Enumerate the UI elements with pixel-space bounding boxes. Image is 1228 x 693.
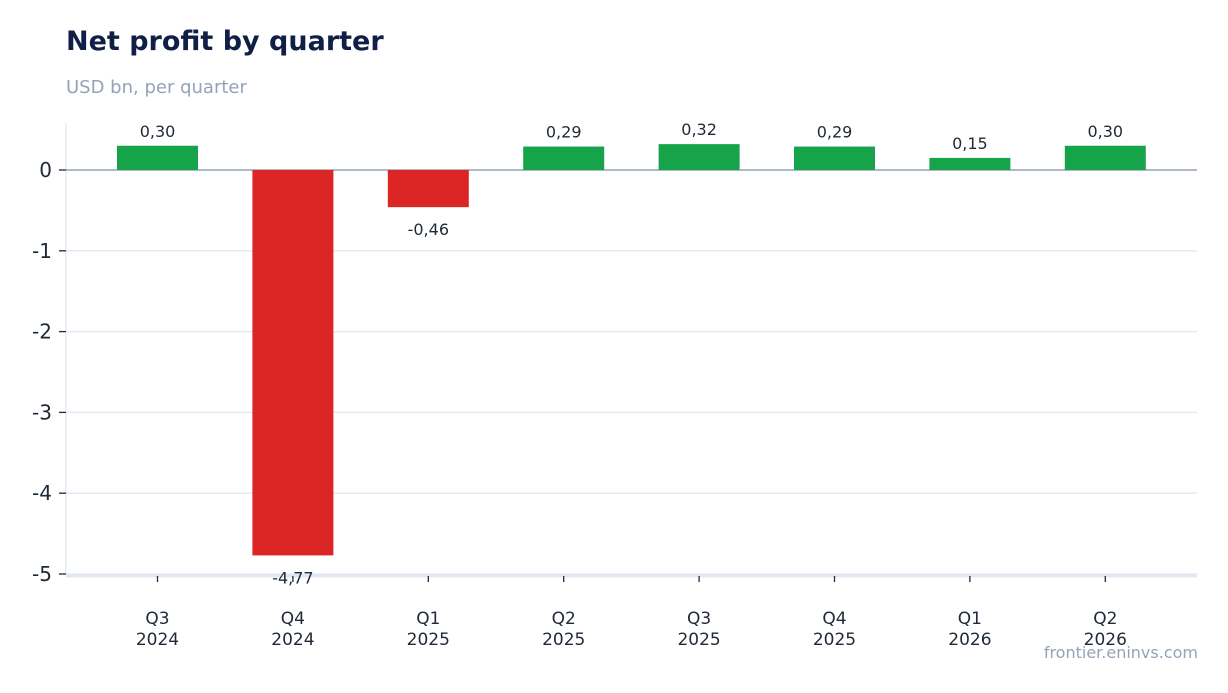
chart-title: Net profit by quarter bbox=[66, 26, 384, 57]
axes bbox=[65, 123, 1197, 578]
x-tick-label-year: 2025 bbox=[407, 630, 450, 650]
bar bbox=[523, 146, 605, 170]
chart-subtitle: USD bn, per quarter bbox=[66, 77, 247, 98]
source-credit: frontier.eninvs.com bbox=[1043, 643, 1198, 662]
y-tick-label: 0 bbox=[39, 158, 52, 182]
x-tick-label-quarter: Q2 bbox=[552, 609, 576, 629]
bars bbox=[117, 144, 1146, 556]
data-label: 0,15 bbox=[952, 134, 988, 153]
x-tick-label-year: 2026 bbox=[1084, 630, 1127, 650]
x-tick-label-quarter: Q3 bbox=[687, 609, 711, 629]
x-tick-label-year: 2025 bbox=[677, 630, 720, 650]
x-tick-labels: Q32024Q42024Q12025Q22025Q32025Q42025Q120… bbox=[136, 576, 1127, 650]
x-tick-label-quarter: Q3 bbox=[145, 609, 169, 629]
y-tick-label: -5 bbox=[32, 562, 52, 586]
bar bbox=[387, 170, 469, 208]
bar bbox=[1064, 145, 1146, 170]
x-tick-label-quarter: Q4 bbox=[281, 609, 305, 629]
x-tick-label-year: 2024 bbox=[136, 630, 179, 650]
data-label: 0,30 bbox=[140, 122, 176, 141]
y-tick-label: -4 bbox=[32, 481, 52, 505]
x-tick-label-quarter: Q1 bbox=[958, 609, 982, 629]
y-tick-label: -2 bbox=[32, 320, 52, 344]
bar bbox=[252, 170, 334, 556]
grid-lines bbox=[66, 250, 1197, 575]
x-tick-label-quarter: Q1 bbox=[416, 609, 440, 629]
x-tick-label-quarter: Q2 bbox=[1093, 609, 1117, 629]
y-tick-label: -1 bbox=[32, 239, 52, 263]
bar bbox=[658, 144, 740, 170]
bar bbox=[929, 157, 1011, 170]
x-tick-label-year: 2025 bbox=[813, 630, 856, 650]
x-tick-label-year: 2025 bbox=[542, 630, 585, 650]
y-tick-label: -3 bbox=[32, 400, 52, 424]
data-label: 0,29 bbox=[546, 123, 582, 142]
x-tick-label-year: 2026 bbox=[948, 630, 991, 650]
data-label: 0,30 bbox=[1087, 122, 1123, 141]
data-labels: 0,30-4,77-0,460,29 0,32 0,290,150,30 bbox=[140, 120, 1123, 587]
data-label: -0,46 bbox=[408, 220, 449, 239]
x-tick-label-quarter: Q4 bbox=[822, 609, 846, 629]
data-label: 0,32 bbox=[681, 120, 717, 139]
y-tick-labels: 0 -1 -2 -3 -4 -5 bbox=[32, 158, 66, 586]
x-tick-label-year: 2024 bbox=[271, 630, 314, 650]
bar bbox=[794, 146, 875, 170]
bar bbox=[117, 145, 198, 170]
data-label: 0,29 bbox=[817, 123, 853, 142]
